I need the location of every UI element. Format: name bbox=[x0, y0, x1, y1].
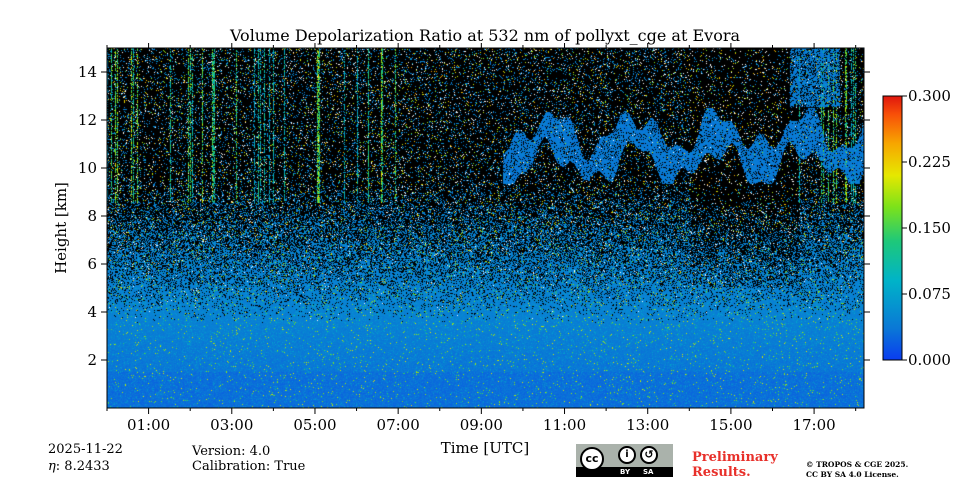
by-label: BY bbox=[620, 468, 631, 476]
calibration-text: Calibration: True bbox=[192, 459, 306, 474]
cc-license-badge: cc i ↺ BY SA bbox=[576, 444, 673, 477]
preliminary-line-2: Results. bbox=[692, 465, 751, 480]
y-tick-label: 4 bbox=[87, 303, 97, 321]
y-tick-label: 2 bbox=[87, 351, 97, 369]
date-text: 2025-11-22 bbox=[48, 442, 123, 457]
heatmap-image bbox=[107, 48, 864, 408]
x-axis-label: Time [UTC] bbox=[441, 439, 530, 457]
y-tick-label: 12 bbox=[78, 111, 97, 129]
colorbar-tick-label: 0.300 bbox=[908, 87, 951, 105]
colorbar-tick-label: 0.150 bbox=[908, 219, 951, 237]
eta-value: : 8.2433 bbox=[55, 459, 110, 474]
y-tick-label: 14 bbox=[78, 63, 97, 81]
x-tick-label: 05:00 bbox=[293, 416, 336, 434]
version-text: Version: 4.0 bbox=[192, 444, 271, 459]
cc-icon-label: cc bbox=[585, 452, 599, 465]
y-tick-label: 10 bbox=[78, 159, 97, 177]
y-tick-label: 6 bbox=[87, 255, 97, 273]
by-icon: i bbox=[618, 446, 636, 464]
colorbar bbox=[882, 95, 903, 361]
colorbar-tick-label: 0.075 bbox=[908, 285, 951, 303]
x-tick-label: 09:00 bbox=[460, 416, 503, 434]
copyright-line-2: CC BY SA 4.0 License. bbox=[806, 470, 899, 479]
colorbar-tick-label: 0.000 bbox=[908, 351, 951, 369]
colorbar-ticks: 0.000 0.075 0.150 0.225 0.300 bbox=[902, 87, 951, 369]
eta-symbol: η bbox=[48, 459, 56, 474]
x-tick-label: 03:00 bbox=[210, 416, 253, 434]
eta-text: η: 8.2433 bbox=[48, 458, 110, 475]
y-tick-label: 8 bbox=[87, 207, 97, 225]
preliminary-line-1: Preliminary bbox=[692, 450, 778, 465]
y-axis-label: Height [km] bbox=[52, 182, 70, 274]
cc-band bbox=[576, 467, 673, 477]
plot-frame bbox=[106, 47, 865, 409]
chart-title: Volume Depolarization Ratio at 532 nm of… bbox=[229, 26, 741, 45]
x-tick-label: 17:00 bbox=[792, 416, 835, 434]
sa-icon: ↺ bbox=[640, 446, 658, 464]
sa-label: SA bbox=[643, 468, 654, 476]
copyright-line-1: © TROPOS & CGE 2025. bbox=[806, 460, 909, 469]
x-tick-label: 13:00 bbox=[626, 416, 669, 434]
colorbar-tick-label: 0.225 bbox=[908, 153, 951, 171]
x-tick-label: 07:00 bbox=[377, 416, 420, 434]
x-axis: 01:00 03:00 05:00 07:00 09:00 11:00 13:00 15:00… bbox=[106, 43, 857, 434]
y-axis: 2 4 6 8 10 12 14 bbox=[78, 63, 870, 369]
x-tick-label: 15:00 bbox=[709, 416, 752, 434]
x-tick-label: 11:00 bbox=[543, 416, 586, 434]
cc-icon: cc bbox=[580, 447, 604, 471]
x-tick-label: 01:00 bbox=[127, 416, 170, 434]
